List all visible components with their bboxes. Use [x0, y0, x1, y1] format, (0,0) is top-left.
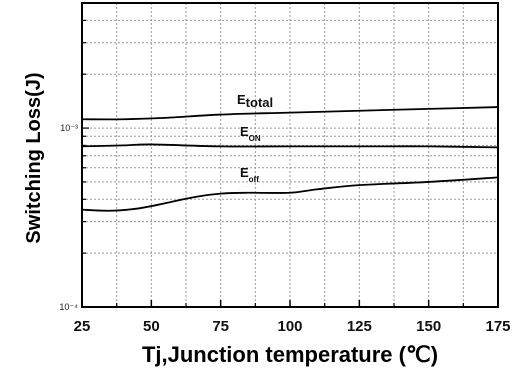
axis-ticks: 25 50 75 100 125 150 175 10⁻⁴ 10⁻³	[59, 2, 511, 335]
y-axis-title: Switching Loss(J)	[23, 72, 45, 243]
x-tick-label: 100	[277, 318, 302, 335]
series-labels: Etotal EON Eoff	[237, 92, 273, 184]
x-tick-label: 150	[416, 318, 441, 335]
series-label-e-on: EON	[240, 124, 261, 143]
series-line-e-on	[81, 143, 499, 149]
grid	[82, 2, 498, 308]
x-tick-label: 50	[143, 318, 160, 335]
y-tick-label: 10⁻³	[60, 123, 78, 133]
x-tick-label: 75	[212, 318, 229, 335]
x-tick-label: 125	[347, 318, 372, 335]
x-tick-label: 175	[485, 318, 510, 335]
y-tick-label: 10⁻⁴	[59, 302, 78, 312]
x-axis-title: Tj,Junction temperature (℃)	[142, 342, 438, 367]
x-tick-label: 25	[74, 318, 91, 335]
series-label-e-total: Etotal	[237, 92, 273, 110]
series-line-e-total	[81, 106, 499, 121]
series-label-e-off: Eoff	[240, 165, 259, 184]
series-line-e-off	[81, 176, 499, 212]
series-lines	[81, 106, 499, 212]
